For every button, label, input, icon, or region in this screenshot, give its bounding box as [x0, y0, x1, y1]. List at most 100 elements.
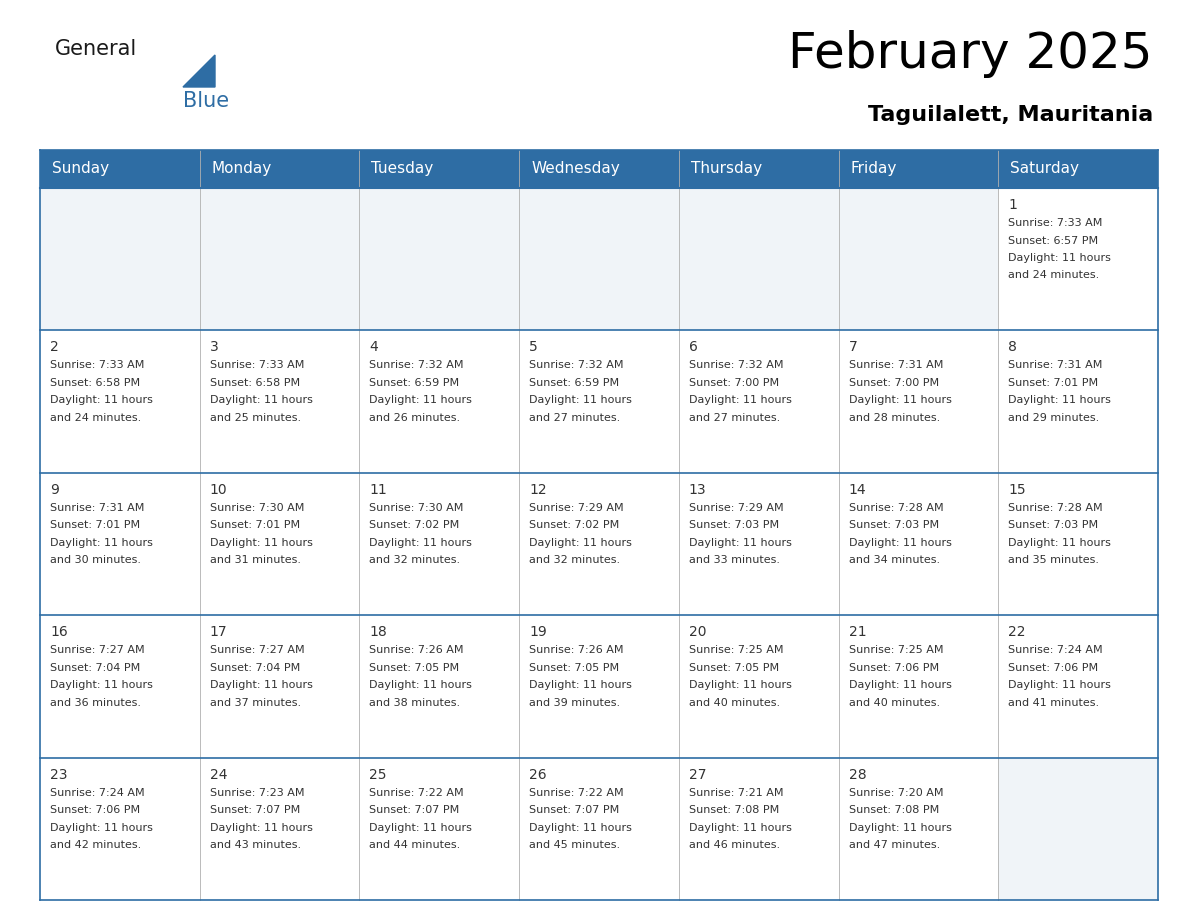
- Text: 7: 7: [848, 341, 858, 354]
- Text: Daylight: 11 hours: Daylight: 11 hours: [689, 823, 791, 833]
- Text: Sunset: 7:00 PM: Sunset: 7:00 PM: [689, 378, 779, 388]
- Bar: [678, 150, 839, 188]
- Text: Sunset: 7:03 PM: Sunset: 7:03 PM: [1009, 521, 1099, 531]
- Text: 16: 16: [50, 625, 68, 639]
- Bar: [200, 757, 360, 900]
- Text: Sunset: 7:07 PM: Sunset: 7:07 PM: [369, 805, 460, 815]
- Text: Daylight: 11 hours: Daylight: 11 hours: [369, 680, 473, 690]
- Text: Sunset: 7:01 PM: Sunset: 7:01 PM: [1009, 378, 1099, 388]
- Text: February 2025: February 2025: [789, 30, 1154, 78]
- Text: Sunrise: 7:27 AM: Sunrise: 7:27 AM: [210, 645, 304, 655]
- Bar: [998, 473, 1158, 615]
- Text: Sunrise: 7:33 AM: Sunrise: 7:33 AM: [210, 361, 304, 370]
- Text: Sunset: 7:07 PM: Sunset: 7:07 PM: [529, 805, 619, 815]
- Text: Sunrise: 7:32 AM: Sunrise: 7:32 AM: [529, 361, 624, 370]
- Bar: [519, 473, 678, 615]
- Bar: [998, 615, 1158, 757]
- Text: Sunrise: 7:33 AM: Sunrise: 7:33 AM: [1009, 218, 1102, 228]
- Text: Sunset: 7:05 PM: Sunset: 7:05 PM: [529, 663, 619, 673]
- Text: Daylight: 11 hours: Daylight: 11 hours: [848, 823, 952, 833]
- Bar: [40, 188, 200, 330]
- Text: Sunset: 7:06 PM: Sunset: 7:06 PM: [848, 663, 939, 673]
- Bar: [200, 330, 360, 473]
- Text: Sunrise: 7:29 AM: Sunrise: 7:29 AM: [529, 503, 624, 513]
- Bar: [998, 150, 1158, 188]
- Text: Sunset: 6:59 PM: Sunset: 6:59 PM: [529, 378, 619, 388]
- Text: Sunrise: 7:24 AM: Sunrise: 7:24 AM: [50, 788, 145, 798]
- Bar: [40, 150, 200, 188]
- Bar: [200, 188, 360, 330]
- Text: Daylight: 11 hours: Daylight: 11 hours: [50, 538, 153, 548]
- Bar: [360, 473, 519, 615]
- Text: Sunrise: 7:31 AM: Sunrise: 7:31 AM: [1009, 361, 1102, 370]
- Bar: [360, 150, 519, 188]
- Text: Daylight: 11 hours: Daylight: 11 hours: [50, 680, 153, 690]
- Text: Sunset: 6:57 PM: Sunset: 6:57 PM: [1009, 236, 1099, 245]
- Text: Sunset: 7:01 PM: Sunset: 7:01 PM: [50, 521, 140, 531]
- Text: Sunset: 7:01 PM: Sunset: 7:01 PM: [210, 521, 299, 531]
- Text: Daylight: 11 hours: Daylight: 11 hours: [689, 538, 791, 548]
- Bar: [360, 330, 519, 473]
- Text: 22: 22: [1009, 625, 1025, 639]
- Text: 13: 13: [689, 483, 707, 497]
- Bar: [519, 757, 678, 900]
- Text: and 26 minutes.: and 26 minutes.: [369, 413, 461, 423]
- Bar: [519, 615, 678, 757]
- Bar: [678, 615, 839, 757]
- Bar: [200, 615, 360, 757]
- Text: and 45 minutes.: and 45 minutes.: [529, 840, 620, 850]
- Text: Daylight: 11 hours: Daylight: 11 hours: [1009, 396, 1111, 406]
- Text: 17: 17: [210, 625, 227, 639]
- Text: Daylight: 11 hours: Daylight: 11 hours: [369, 396, 473, 406]
- Text: Blue: Blue: [183, 91, 229, 111]
- Text: Friday: Friday: [851, 162, 897, 176]
- Text: Sunrise: 7:23 AM: Sunrise: 7:23 AM: [210, 788, 304, 798]
- Text: Sunset: 6:59 PM: Sunset: 6:59 PM: [369, 378, 460, 388]
- Text: and 46 minutes.: and 46 minutes.: [689, 840, 781, 850]
- Bar: [678, 757, 839, 900]
- Text: and 33 minutes.: and 33 minutes.: [689, 555, 779, 565]
- Text: Thursday: Thursday: [691, 162, 762, 176]
- Text: Daylight: 11 hours: Daylight: 11 hours: [689, 396, 791, 406]
- Text: Tuesday: Tuesday: [372, 162, 434, 176]
- Text: Daylight: 11 hours: Daylight: 11 hours: [369, 823, 473, 833]
- Bar: [40, 330, 200, 473]
- Bar: [839, 150, 998, 188]
- Polygon shape: [183, 55, 215, 87]
- Bar: [519, 188, 678, 330]
- Text: Sunset: 7:02 PM: Sunset: 7:02 PM: [369, 521, 460, 531]
- Text: Sunrise: 7:26 AM: Sunrise: 7:26 AM: [369, 645, 465, 655]
- Text: 15: 15: [1009, 483, 1026, 497]
- Text: Sunrise: 7:31 AM: Sunrise: 7:31 AM: [848, 361, 943, 370]
- Text: Sunday: Sunday: [52, 162, 109, 176]
- Bar: [40, 473, 200, 615]
- Bar: [998, 188, 1158, 330]
- Text: Daylight: 11 hours: Daylight: 11 hours: [848, 396, 952, 406]
- Text: Sunrise: 7:28 AM: Sunrise: 7:28 AM: [1009, 503, 1102, 513]
- Text: 21: 21: [848, 625, 866, 639]
- Bar: [678, 188, 839, 330]
- Text: Sunset: 7:05 PM: Sunset: 7:05 PM: [369, 663, 460, 673]
- Text: Daylight: 11 hours: Daylight: 11 hours: [529, 680, 632, 690]
- Text: and 24 minutes.: and 24 minutes.: [50, 413, 141, 423]
- Text: Sunrise: 7:22 AM: Sunrise: 7:22 AM: [369, 788, 465, 798]
- Bar: [40, 615, 200, 757]
- Text: Daylight: 11 hours: Daylight: 11 hours: [210, 680, 312, 690]
- Bar: [200, 150, 360, 188]
- Text: 24: 24: [210, 767, 227, 781]
- Text: 23: 23: [50, 767, 68, 781]
- Text: and 35 minutes.: and 35 minutes.: [1009, 555, 1099, 565]
- Text: Daylight: 11 hours: Daylight: 11 hours: [369, 538, 473, 548]
- Text: Sunrise: 7:30 AM: Sunrise: 7:30 AM: [369, 503, 463, 513]
- Text: 2: 2: [50, 341, 58, 354]
- Text: and 41 minutes.: and 41 minutes.: [1009, 698, 1099, 708]
- Text: Sunrise: 7:22 AM: Sunrise: 7:22 AM: [529, 788, 624, 798]
- Text: Sunrise: 7:33 AM: Sunrise: 7:33 AM: [50, 361, 145, 370]
- Text: Sunset: 7:04 PM: Sunset: 7:04 PM: [210, 663, 299, 673]
- Text: 18: 18: [369, 625, 387, 639]
- Text: 27: 27: [689, 767, 707, 781]
- Text: 4: 4: [369, 341, 378, 354]
- Bar: [519, 150, 678, 188]
- Text: Sunset: 6:58 PM: Sunset: 6:58 PM: [50, 378, 140, 388]
- Text: and 34 minutes.: and 34 minutes.: [848, 555, 940, 565]
